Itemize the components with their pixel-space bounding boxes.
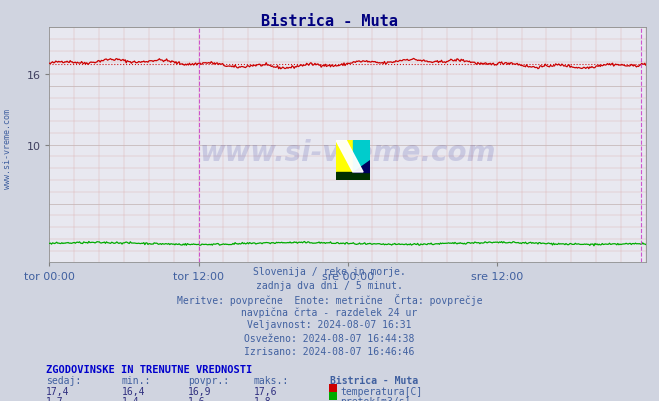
Text: 1,8: 1,8 xyxy=(254,396,272,401)
Text: povpr.:: povpr.: xyxy=(188,375,229,385)
Text: Izrisano: 2024-08-07 16:46:46: Izrisano: 2024-08-07 16:46:46 xyxy=(244,346,415,356)
Text: Meritve: povprečne  Enote: metrične  Črta: povprečje: Meritve: povprečne Enote: metrične Črta:… xyxy=(177,293,482,305)
Polygon shape xyxy=(353,160,370,172)
Text: www.si-vreme.com: www.si-vreme.com xyxy=(200,138,496,166)
Text: zadnja dva dni / 5 minut.: zadnja dva dni / 5 minut. xyxy=(256,280,403,290)
Text: ZGODOVINSKE IN TRENUTNE VREDNOSTI: ZGODOVINSKE IN TRENUTNE VREDNOSTI xyxy=(46,364,252,374)
Text: temperatura[C]: temperatura[C] xyxy=(340,386,422,396)
Text: 17,4: 17,4 xyxy=(46,386,70,396)
Text: 16,9: 16,9 xyxy=(188,386,212,396)
Text: navpična črta - razdelek 24 ur: navpična črta - razdelek 24 ur xyxy=(241,306,418,317)
Text: 1,7: 1,7 xyxy=(46,396,64,401)
Polygon shape xyxy=(335,140,363,172)
Text: www.si-vreme.com: www.si-vreme.com xyxy=(3,108,13,188)
Text: maks.:: maks.: xyxy=(254,375,289,385)
Text: sedaj:: sedaj: xyxy=(46,375,81,385)
Bar xyxy=(335,172,370,180)
Text: Bistrica - Muta: Bistrica - Muta xyxy=(261,14,398,29)
Text: Osveženo: 2024-08-07 16:44:38: Osveženo: 2024-08-07 16:44:38 xyxy=(244,333,415,343)
Text: 16,4: 16,4 xyxy=(122,386,146,396)
Text: min.:: min.: xyxy=(122,375,152,385)
Text: Veljavnost: 2024-08-07 16:31: Veljavnost: 2024-08-07 16:31 xyxy=(247,320,412,330)
Text: pretok[m3/s]: pretok[m3/s] xyxy=(340,396,411,401)
Bar xyxy=(335,140,353,172)
Text: 1,4: 1,4 xyxy=(122,396,140,401)
Text: Slovenija / reke in morje.: Slovenija / reke in morje. xyxy=(253,267,406,277)
Text: Bistrica - Muta: Bistrica - Muta xyxy=(330,375,418,385)
Text: 17,6: 17,6 xyxy=(254,386,277,396)
Polygon shape xyxy=(353,140,370,172)
Text: 1,6: 1,6 xyxy=(188,396,206,401)
